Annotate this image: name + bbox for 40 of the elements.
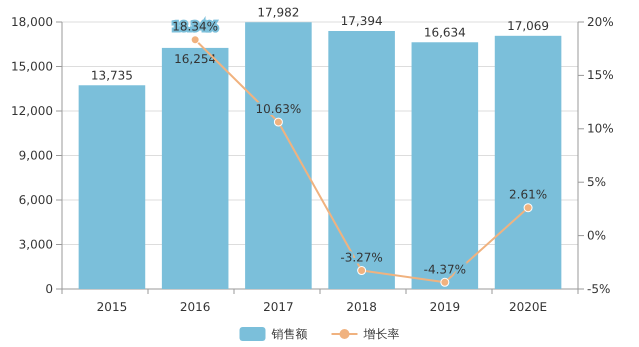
point bbox=[524, 203, 533, 212]
y2-tick-label: 5% bbox=[587, 175, 606, 190]
bar bbox=[494, 36, 562, 289]
data-label: 17,069 bbox=[507, 18, 550, 33]
y2-tick-label: 15% bbox=[587, 68, 614, 82]
bar bbox=[412, 42, 478, 289]
bar bbox=[162, 48, 228, 289]
point bbox=[357, 266, 366, 276]
y-tick-label: 15,000 bbox=[11, 59, 53, 74]
data-label: 18.34% bbox=[172, 20, 218, 34]
x-tick-label: 2018 bbox=[346, 300, 377, 314]
y-tick-label: 0 bbox=[45, 282, 53, 296]
y2-tick-label: 0% bbox=[587, 228, 606, 242]
y-tick-label: 18,000 bbox=[11, 14, 53, 29]
y-tick-label: 3,000 bbox=[18, 237, 53, 252]
x-tick-label: 2017 bbox=[263, 300, 294, 314]
y-tick-label: 9,000 bbox=[18, 148, 53, 162]
point bbox=[440, 278, 450, 287]
bar bbox=[245, 22, 312, 289]
x-tick-label: 2019 bbox=[430, 300, 460, 314]
data-label: 16,254 bbox=[174, 52, 216, 66]
data-label: 17,394 bbox=[340, 14, 383, 28]
x-tick-label: 2020E bbox=[509, 300, 548, 314]
y2-tick-label: 20% bbox=[587, 14, 614, 29]
legend-label: 销售额 bbox=[270, 327, 308, 341]
data-label: 13,735 bbox=[90, 68, 133, 82]
y2-tick-label: -5% bbox=[587, 282, 610, 296]
data-label: 17,982 bbox=[257, 5, 300, 20]
x-tick-label: 2015 bbox=[96, 300, 128, 314]
y-tick-label: 12,000 bbox=[11, 104, 53, 118]
point bbox=[274, 118, 283, 127]
legend-label: 增长率 bbox=[362, 327, 400, 341]
y-tick-label: 6,000 bbox=[18, 192, 53, 207]
point bbox=[190, 35, 200, 44]
bar bbox=[328, 30, 395, 289]
x-tick-label: 2016 bbox=[180, 300, 210, 314]
data-label: 16,634 bbox=[424, 25, 466, 40]
y2-tick-label: 10% bbox=[587, 122, 614, 136]
data-label: 2.61% bbox=[509, 188, 548, 202]
bar bbox=[78, 85, 146, 289]
